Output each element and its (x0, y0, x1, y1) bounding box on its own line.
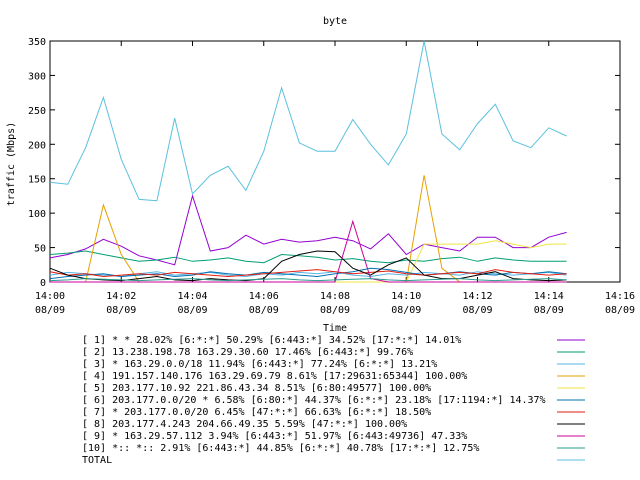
legend: [ 1] * * 28.02% [6:*:*] 50.29% [6:443:*]… (82, 335, 585, 466)
y-ticks: 0 50 100 150 200 250 300 350 (28, 37, 620, 289)
x-tick-label-time: 14:04 (177, 291, 207, 302)
y-tick-label: 0 (40, 278, 46, 289)
x-tick-label-date: 08/09 (605, 305, 635, 316)
legend-entry-label: [ 4] 191.157.140.176 163.29.69.79 8.61% … (82, 371, 467, 382)
legend-entry-label: [ 5] 203.177.10.92 221.86.43.34 8.51% [6… (82, 383, 431, 394)
x-tick-label-time: 14:14 (534, 291, 564, 302)
legend-entry-label: [ 3] * 163.29.0.0/18 11.94% [6:443:*] 77… (82, 359, 437, 370)
x-tick-label-time: 14:08 (320, 291, 350, 302)
chart-title: byte (323, 16, 347, 27)
x-tick-label-time: 14:06 (249, 291, 279, 302)
legend-entry-label: [ 1] * * 28.02% [6:*:*] 50.29% [6:443:*]… (82, 335, 461, 346)
y-tick-label: 350 (28, 37, 46, 48)
x-tick-label-date: 08/09 (35, 305, 65, 316)
y-tick-label: 300 (28, 71, 46, 82)
y-tick-label: 100 (28, 209, 46, 220)
x-tick-label-time: 14:10 (391, 291, 421, 302)
series-line (49, 267, 567, 280)
x-tick-label-date: 08/09 (534, 305, 564, 316)
x-tick-label-date: 08/09 (249, 305, 279, 316)
y-tick-label: 200 (28, 140, 46, 151)
series-line (49, 250, 567, 282)
y-tick-label: 150 (28, 175, 46, 186)
legend-entry-label: TOTAL (82, 455, 112, 466)
series-line (50, 175, 567, 283)
x-tick-label-date: 08/09 (177, 305, 207, 316)
x-tick-label-date: 08/09 (391, 305, 421, 316)
x-tick-label-date: 08/09 (462, 305, 492, 316)
y-tick-label: 250 (28, 106, 46, 117)
legend-entry-label: [ 7] * 203.177.0.0/20 6.45% [47:*:*] 66.… (82, 407, 431, 418)
legend-entry-label: [ 6] 203.177.0.0/20 * 6.58% [6:80:*] 44.… (82, 395, 546, 406)
x-tick-label-time: 14:12 (462, 291, 492, 302)
legend-entry-label: [10] *:: *:: 2.91% [6:443:*] 44.85% [6:*… (82, 443, 479, 454)
x-tick-label-date: 08/09 (320, 305, 350, 316)
x-tick-label-time: 14:02 (106, 291, 136, 302)
legend-entry-label: [ 8] 203.177.4.243 204.66.49.35 5.59% [4… (82, 419, 407, 430)
x-tick-label-date: 08/09 (106, 305, 136, 316)
x-axis-label: Time (323, 323, 347, 334)
series-line (50, 219, 567, 283)
legend-entry-label: [ 9] * 163.29.57.112 3.94% [6:443:*] 51.… (82, 431, 467, 442)
series-line (49, 250, 567, 264)
x-tick-label-time: 14:16 (605, 291, 635, 302)
y-axis-label: traffic (Mbps) (6, 122, 17, 206)
series-line (49, 40, 567, 202)
series-line (49, 194, 567, 266)
y-tick-label: 50 (34, 244, 46, 255)
series-lines (49, 40, 567, 283)
legend-entry-label: [ 2] 13.238.198.78 163.29.30.60 17.46% [… (82, 347, 413, 358)
series-line (49, 278, 567, 282)
x-tick-label-time: 14:00 (35, 291, 65, 302)
series-line (49, 269, 567, 278)
x-ticks: 14:00 08/09 14:02 08/09 14:04 08/09 14:06 08/09… (35, 41, 635, 316)
